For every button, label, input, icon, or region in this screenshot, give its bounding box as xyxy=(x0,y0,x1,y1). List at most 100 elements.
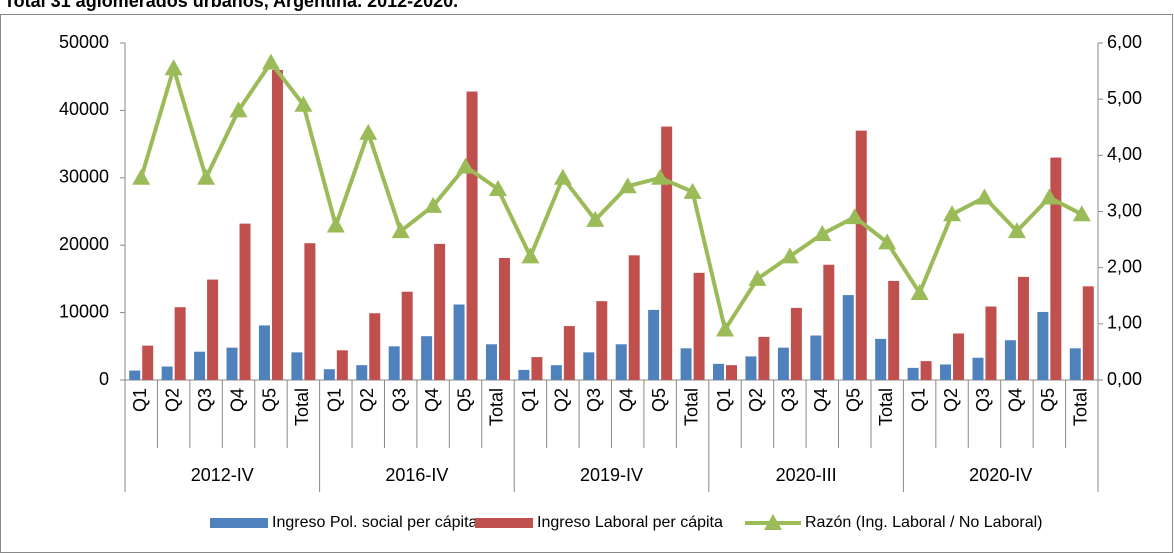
x-tick-label: Q2 xyxy=(941,388,961,412)
line-marker xyxy=(651,168,670,185)
x-tick-label: Q3 xyxy=(195,388,215,412)
x-tick-label: Q4 xyxy=(1006,388,1026,412)
line-marker xyxy=(553,168,572,185)
bar xyxy=(174,307,186,380)
x-tick-label: Q1 xyxy=(519,388,539,412)
legend-swatch xyxy=(210,518,268,528)
y-tick-label: 20000 xyxy=(59,234,109,254)
line-marker xyxy=(359,123,378,140)
line-marker xyxy=(716,320,735,337)
bar xyxy=(842,295,854,380)
bar xyxy=(1082,286,1094,380)
x-tick-label: Q1 xyxy=(325,388,345,412)
y-tick-label: 40000 xyxy=(59,99,109,119)
line-marker xyxy=(586,210,605,227)
group-label: 2020-III xyxy=(776,465,837,485)
bar xyxy=(1069,348,1081,380)
bar xyxy=(239,223,251,380)
bar xyxy=(713,363,725,380)
line-marker xyxy=(391,222,410,239)
bar xyxy=(161,366,173,380)
legend-label: Ingreso Pol. social per cápita xyxy=(272,514,478,531)
bar xyxy=(810,335,822,380)
bar xyxy=(1017,276,1029,380)
bar xyxy=(485,344,497,380)
x-tick-label: Q5 xyxy=(454,388,474,412)
bar xyxy=(790,307,802,380)
bar xyxy=(421,336,433,380)
bar xyxy=(388,346,400,380)
bar xyxy=(648,309,660,380)
bar xyxy=(498,258,510,380)
x-tick-label: Q3 xyxy=(973,388,993,412)
bar xyxy=(758,336,770,380)
x-tick-label: Total xyxy=(681,388,701,426)
bar xyxy=(142,345,154,380)
bar xyxy=(271,69,283,381)
x-tick-label: Q2 xyxy=(357,388,377,412)
bar xyxy=(985,306,997,380)
bar xyxy=(194,351,206,380)
bar xyxy=(777,347,789,380)
line-marker xyxy=(975,188,994,205)
y2-tick-label: 1,00 xyxy=(1107,313,1142,333)
x-tick-label: Total xyxy=(876,388,896,426)
bar xyxy=(1037,311,1049,380)
bar xyxy=(745,356,757,380)
line-marker xyxy=(748,269,767,286)
bar xyxy=(940,364,952,380)
line-marker xyxy=(294,95,313,112)
line-marker xyxy=(132,168,151,185)
group-label: 2019-IV xyxy=(580,465,643,485)
bar xyxy=(953,333,965,380)
bar xyxy=(258,325,270,380)
x-tick-label: Q2 xyxy=(552,388,572,412)
legend-swatch xyxy=(764,514,782,530)
bar xyxy=(129,370,141,380)
line-marker xyxy=(164,59,183,76)
bar xyxy=(531,357,543,380)
x-tick-label: Q4 xyxy=(422,388,442,412)
line-marker xyxy=(1007,222,1026,239)
y2-tick-label: 0,00 xyxy=(1107,369,1142,389)
bar xyxy=(855,130,867,380)
bar xyxy=(550,365,562,380)
bar xyxy=(453,304,465,380)
x-tick-label: Q4 xyxy=(811,388,831,412)
bar xyxy=(972,357,984,380)
x-tick-label: Q5 xyxy=(1038,388,1058,412)
line-marker xyxy=(261,53,280,70)
bar xyxy=(336,350,348,380)
line-marker xyxy=(456,157,475,174)
line-marker xyxy=(229,101,248,118)
bar xyxy=(401,291,413,380)
bar xyxy=(693,272,705,380)
y2-tick-label: 2,00 xyxy=(1107,256,1142,276)
x-tick-label: Q2 xyxy=(746,388,766,412)
x-tick-label: Total xyxy=(292,388,312,426)
legend-label: Ingreso Laboral per cápita xyxy=(537,514,723,531)
legend-label: Razón (Ing. Laboral / No Laboral) xyxy=(805,514,1042,531)
group-label: 2012-IV xyxy=(191,465,254,485)
line-marker xyxy=(1072,205,1091,222)
legend-swatch xyxy=(475,518,533,528)
x-tick-label: Q5 xyxy=(649,388,669,412)
bar xyxy=(596,301,608,380)
x-tick-label: Q1 xyxy=(908,388,928,412)
x-tick-label: Q3 xyxy=(389,388,409,412)
x-tick-label: Q1 xyxy=(130,388,150,412)
bar xyxy=(323,369,335,380)
y2-tick-label: 5,00 xyxy=(1107,88,1142,108)
bar xyxy=(369,313,381,380)
bar xyxy=(563,326,575,380)
x-tick-label: Q2 xyxy=(162,388,182,412)
bar xyxy=(291,352,303,380)
x-tick-label: Q4 xyxy=(616,388,636,412)
line-marker xyxy=(683,182,702,199)
bar xyxy=(304,243,316,380)
bar xyxy=(661,126,673,381)
bar xyxy=(726,365,738,380)
bar xyxy=(583,352,595,380)
bar xyxy=(615,344,627,380)
bar xyxy=(1004,340,1016,380)
